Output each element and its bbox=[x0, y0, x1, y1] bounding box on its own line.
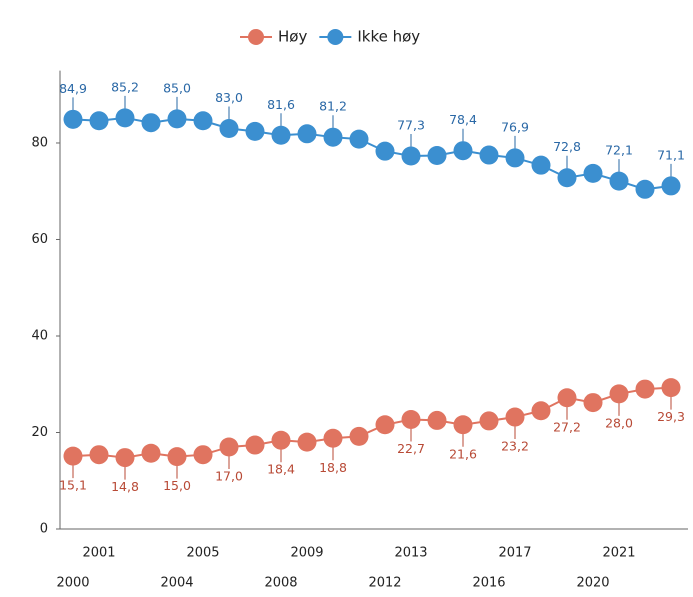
point bbox=[557, 388, 577, 408]
point bbox=[193, 445, 213, 465]
series-line bbox=[72, 116, 672, 191]
y-tick-label: 80 bbox=[31, 135, 48, 150]
point bbox=[531, 155, 551, 175]
point bbox=[661, 176, 681, 196]
y-tick-label: 40 bbox=[31, 328, 48, 343]
legend-marker bbox=[327, 29, 344, 45]
point bbox=[609, 384, 629, 404]
data-label: 85,2 bbox=[111, 79, 139, 94]
point bbox=[453, 141, 473, 161]
point bbox=[323, 127, 343, 147]
data-label: 28,0 bbox=[605, 415, 633, 430]
data-label: 83,0 bbox=[215, 90, 243, 105]
point bbox=[453, 415, 473, 435]
point bbox=[583, 393, 603, 413]
point bbox=[193, 111, 213, 131]
data-label: 81,2 bbox=[319, 99, 347, 114]
point bbox=[479, 145, 499, 165]
x-tick-label: 2012 bbox=[368, 576, 401, 591]
point bbox=[609, 171, 629, 191]
data-label: 15,0 bbox=[163, 478, 191, 493]
data-label: 81,6 bbox=[267, 97, 295, 112]
point bbox=[427, 410, 447, 430]
point bbox=[63, 109, 83, 129]
data-label: 72,8 bbox=[553, 139, 581, 154]
series-line bbox=[72, 386, 672, 459]
point bbox=[89, 445, 109, 465]
data-label: 71,1 bbox=[657, 147, 685, 162]
data-label: 27,2 bbox=[553, 419, 581, 434]
point bbox=[427, 146, 447, 166]
data-label: 85,0 bbox=[163, 80, 191, 95]
point bbox=[115, 108, 135, 128]
x-tick-label: 2004 bbox=[160, 576, 193, 591]
point bbox=[505, 148, 525, 168]
point bbox=[271, 125, 291, 145]
point bbox=[479, 411, 499, 431]
data-label: 14,8 bbox=[111, 479, 139, 494]
data-label: 18,4 bbox=[267, 462, 295, 477]
point bbox=[167, 447, 187, 467]
point bbox=[219, 119, 239, 139]
data-label: 84,9 bbox=[59, 81, 87, 96]
x-tick-label: 2013 bbox=[394, 546, 427, 561]
point bbox=[505, 407, 525, 427]
data-label: 29,3 bbox=[657, 409, 685, 424]
point bbox=[297, 432, 317, 452]
point bbox=[375, 415, 395, 435]
point bbox=[401, 146, 421, 166]
data-label: 21,6 bbox=[449, 446, 477, 461]
x-tick-label: 2005 bbox=[186, 546, 219, 561]
point bbox=[271, 430, 291, 450]
x-tick-label: 2009 bbox=[290, 546, 323, 561]
point bbox=[635, 379, 655, 399]
data-label: 15,1 bbox=[59, 478, 87, 493]
point bbox=[245, 121, 265, 141]
point bbox=[531, 401, 551, 421]
data-label: 76,9 bbox=[501, 119, 529, 134]
data-label: 77,3 bbox=[397, 118, 425, 133]
point bbox=[297, 124, 317, 144]
point bbox=[583, 163, 603, 183]
x-tick-label: 2017 bbox=[498, 546, 531, 561]
data-label: 23,2 bbox=[501, 439, 529, 454]
data-label: 17,0 bbox=[215, 468, 243, 483]
point bbox=[245, 435, 265, 455]
x-tick-label: 2008 bbox=[264, 576, 297, 591]
point bbox=[557, 168, 577, 188]
x-tick-label: 2001 bbox=[82, 546, 115, 561]
y-tick-label: 20 bbox=[31, 425, 48, 440]
point bbox=[349, 129, 369, 149]
x-tick-label: 2000 bbox=[56, 576, 89, 591]
point bbox=[349, 426, 369, 446]
y-tick-label: 0 bbox=[40, 522, 48, 537]
point bbox=[219, 437, 239, 457]
point bbox=[661, 378, 681, 398]
point bbox=[141, 113, 161, 133]
data-label: 22,7 bbox=[397, 441, 425, 456]
point bbox=[167, 109, 187, 129]
data-label: 78,4 bbox=[449, 112, 477, 127]
point bbox=[63, 446, 83, 466]
x-tick-label: 2016 bbox=[472, 576, 505, 591]
point bbox=[323, 428, 343, 448]
point bbox=[115, 448, 135, 468]
data-label: 18,8 bbox=[319, 460, 347, 475]
data-label: 72,1 bbox=[605, 143, 633, 158]
point bbox=[141, 443, 161, 463]
point bbox=[89, 111, 109, 131]
legend-marker bbox=[248, 29, 264, 45]
legend-label: Ikke høy bbox=[357, 28, 420, 46]
point bbox=[375, 141, 395, 161]
point bbox=[635, 179, 655, 199]
x-tick-label: 2021 bbox=[602, 546, 635, 561]
point bbox=[401, 409, 421, 429]
legend-label: Høy bbox=[278, 28, 307, 46]
y-tick-label: 60 bbox=[31, 232, 48, 247]
x-tick-label: 2020 bbox=[576, 576, 609, 591]
